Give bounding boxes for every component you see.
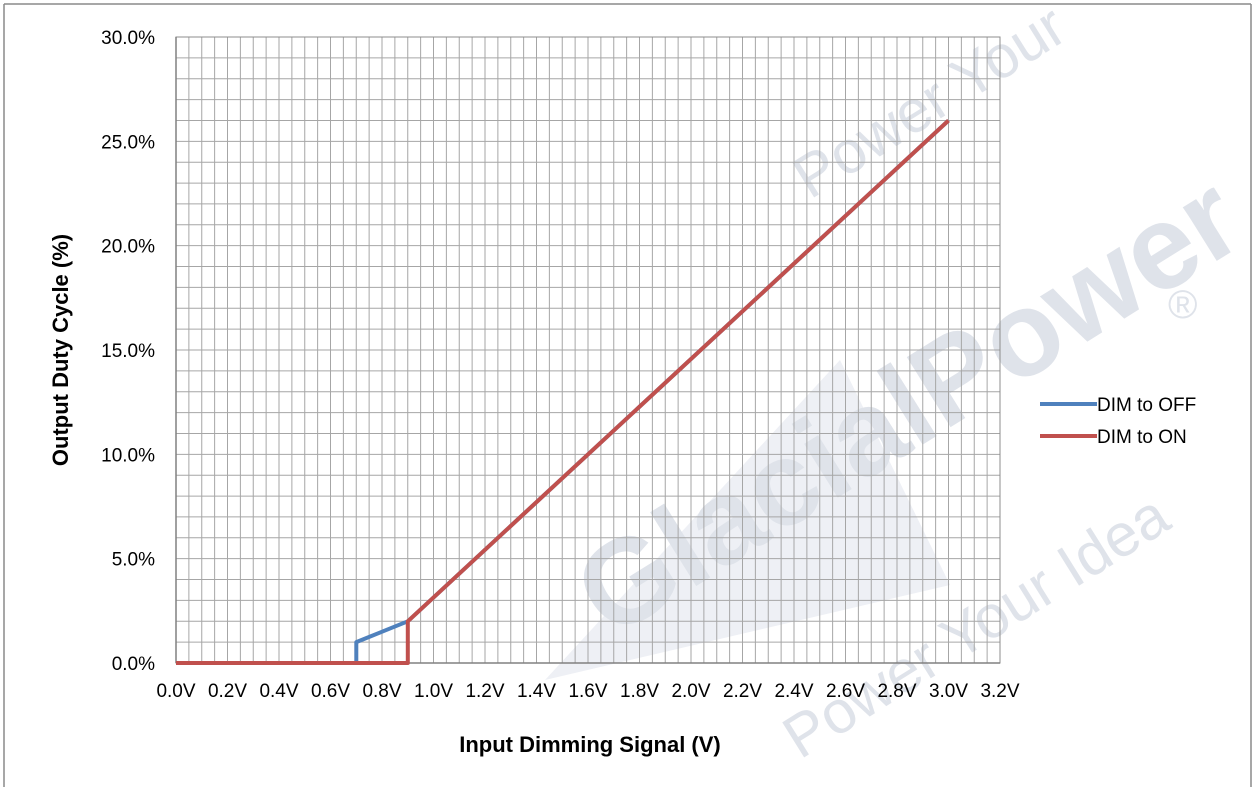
y-tick-label: 25.0% xyxy=(101,132,155,153)
x-tick-label: 1.6V xyxy=(568,681,607,702)
x-axis-title: Input Dimming Signal (V) xyxy=(459,732,721,757)
x-tick-label: 1.0V xyxy=(414,681,453,702)
x-tick-label: 2.8V xyxy=(877,681,916,702)
x-tick-label: 1.8V xyxy=(620,681,659,702)
x-tick-label: 2.0V xyxy=(671,681,710,702)
legend: DIM to OFF DIM to ON xyxy=(1040,395,1196,448)
x-tick-label: 0.0V xyxy=(156,681,195,702)
y-tick-label: 15.0% xyxy=(101,341,155,362)
y-tick-label: 10.0% xyxy=(101,445,155,466)
y-tick-label: 0.0% xyxy=(112,654,155,675)
x-tick-labels: 0.0V 0.2V 0.4V 0.6V 0.8V 1.0V 1.2V 1.4V 1.6V 1.8V… xyxy=(156,681,1019,702)
y-tick-label: 30.0% xyxy=(101,28,155,49)
x-tick-label: 1.4V xyxy=(517,681,556,702)
y-tick-label: 20.0% xyxy=(101,237,155,258)
watermark-registered: ® xyxy=(1168,283,1197,327)
y-tick-label: 5.0% xyxy=(112,550,155,571)
x-tick-label: 0.8V xyxy=(362,681,401,702)
x-tick-label: 2.2V xyxy=(723,681,762,702)
x-tick-label: 0.6V xyxy=(311,681,350,702)
x-tick-label: 0.4V xyxy=(259,681,298,702)
x-tick-label: 0.2V xyxy=(208,681,247,702)
grid xyxy=(175,36,1001,664)
y-tick-labels: 0.0% 5.0% 10.0% 15.0% 20.0% 25.0% 30.0% xyxy=(101,28,155,675)
y-axis-title: Output Duty Cycle (%) xyxy=(48,234,73,466)
series-line-dim-to-on xyxy=(176,119,950,665)
x-tick-label: 2.4V xyxy=(774,681,813,702)
series-lines xyxy=(176,119,950,665)
x-tick-label: 1.2V xyxy=(465,681,504,702)
legend-entry-label: DIM to OFF xyxy=(1097,395,1196,416)
legend-entry-label: DIM to ON xyxy=(1097,427,1187,448)
x-tick-label: 3.0V xyxy=(929,681,968,702)
x-tick-label: 3.2V xyxy=(980,681,1019,702)
x-tick-label: 2.6V xyxy=(826,681,865,702)
